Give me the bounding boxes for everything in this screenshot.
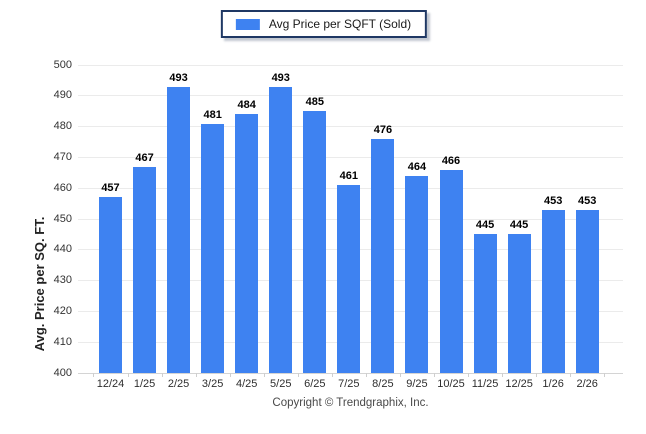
x-tick-label: 2/25 [167,378,190,390]
bar-value-label: 484 [237,99,256,112]
gridline [78,156,623,158]
x-tick-label: 12/25 [505,378,533,390]
bar [405,175,429,373]
bar-value-label: 485 [305,96,324,109]
bar [269,86,293,373]
bar [303,111,327,373]
x-tick-label: 2/26 [576,378,598,390]
y-tick-label: 420 [53,304,72,317]
gridline [78,64,623,66]
y-tick-label: 460 [53,181,72,194]
x-axis-tick [229,373,231,377]
x-axis-tick [263,373,265,377]
bar [235,114,259,373]
y-tick-label: 430 [53,274,72,287]
x-tick-label: 9/25 [406,378,428,390]
x-axis-tick [604,373,606,377]
x-tick-label: 7/25 [338,378,360,390]
bar [99,197,122,373]
x-axis-tick [161,373,163,377]
bar [133,166,157,373]
x-axis-tick [195,373,197,377]
x-tick-label: 1/25 [133,378,156,390]
x-tick-label: 8/25 [372,378,394,390]
gridline [78,372,623,374]
y-tick-label: 500 [53,58,72,71]
bar-value-label: 453 [543,194,563,207]
x-tick-label: 6/25 [304,378,326,390]
x-axis-tick [468,373,470,377]
x-tick-label: 11/25 [471,378,499,390]
x-tick-label: 4/25 [235,378,258,390]
bar-value-label: 461 [339,170,359,183]
bar-value-label: 476 [373,123,393,136]
bar-value-label: 457 [101,182,120,195]
x-axis-tick [331,373,333,377]
gridline [78,95,623,97]
x-axis-tick [297,373,299,377]
x-tick-label: 5/25 [270,378,292,390]
bar-value-label: 481 [203,108,222,121]
plot-area: Avg. Price per SQ. FT. 400 410 420 430 440 45… [32,59,623,390]
x-tick-label: 3/25 [201,378,224,390]
x-axis-tick [93,373,95,377]
x-axis-tick [502,373,504,377]
bar [575,209,599,373]
bar-value-label: 493 [271,71,290,84]
bar [167,86,191,373]
y-tick-label: 410 [53,335,72,348]
bar-value-label: 464 [407,160,427,173]
y-tick-label: 400 [53,366,72,379]
bar [201,123,225,373]
y-tick-label: 440 [53,243,72,256]
x-axis-tick [536,373,538,377]
legend-swatch-icon [235,18,260,30]
legend-label: Avg Price per SQFT (Sold) [268,17,412,31]
x-tick-label: 10/25 [437,378,465,390]
x-axis-tick [433,373,435,377]
x-axis-tick [570,373,572,377]
bar-value-label: 466 [441,154,461,167]
x-tick-label: 12/24 [96,378,125,390]
x-tick-label: 1/26 [542,378,564,390]
bar [371,138,395,373]
x-axis-tick [399,373,401,377]
bar [337,185,361,373]
y-tick-label: 480 [53,120,72,133]
bar-value-label: 493 [169,71,188,84]
copyright-text: Copyright © Trendgraphix, Inc. [272,397,429,409]
y-tick-label: 450 [53,212,72,225]
bar-value-label: 445 [509,219,529,232]
x-axis-tick [365,373,367,377]
bar-value-label: 445 [475,219,495,232]
bar [541,209,565,373]
y-tick-label: 490 [53,89,72,102]
bar [439,169,463,373]
y-tick-label: 470 [53,150,72,163]
x-axis-tick [127,373,129,377]
bar [507,234,531,373]
bar-value-label: 467 [135,151,154,164]
bar [473,234,497,373]
gridline [78,126,623,128]
legend: Avg Price per SQFT (Sold) [220,10,428,38]
bar-value-label: 453 [578,194,597,207]
